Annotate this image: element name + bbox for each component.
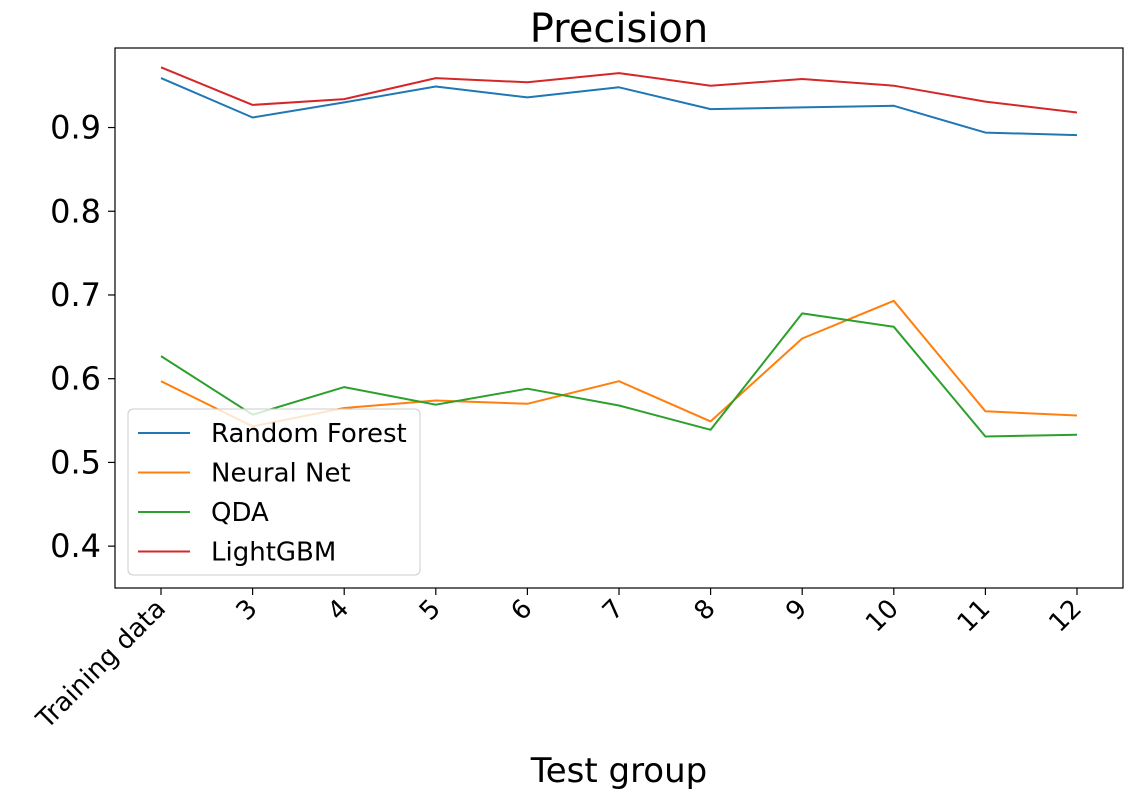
series-line-neural-net <box>160 299 1078 428</box>
x-tick-label: 8 <box>689 594 722 627</box>
series-line-qda <box>160 312 1078 438</box>
x-tick-label: Training data <box>30 594 172 736</box>
x-tick-label: 11 <box>952 594 997 639</box>
y-tick-label: 0.6 <box>50 360 101 398</box>
legend-label: Random Forest <box>211 419 407 449</box>
series-line-random-forest <box>160 77 1078 137</box>
y-tick-label: 0.7 <box>50 276 101 314</box>
x-tick-label: 7 <box>597 594 630 627</box>
series-line-lightgbm <box>160 66 1078 114</box>
legend-label: LightGBM <box>211 538 336 568</box>
y-tick-label: 0.4 <box>50 527 101 565</box>
legend-label: QDA <box>211 498 269 528</box>
x-axis-label: Test group <box>530 751 708 791</box>
x-tick-label: 12 <box>1043 594 1088 639</box>
x-tick-label: 4 <box>322 594 355 627</box>
plot-area <box>160 66 1078 438</box>
legend-box <box>127 408 421 576</box>
y-tick-label: 0.5 <box>50 443 101 481</box>
x-tick-label: 10 <box>860 594 905 639</box>
y-tick-label: 0.9 <box>50 109 101 147</box>
x-axis: Training data 3 4 5 6 7 8 9 10 11 12 <box>30 588 1088 735</box>
x-tick-label: 5 <box>414 594 447 627</box>
legend: Random Forest Neural Net QDA LightGBM <box>127 408 421 576</box>
x-tick-label: 6 <box>505 594 538 627</box>
legend-label: Neural Net <box>211 459 351 489</box>
y-axis: 0.4 0.5 0.6 0.7 0.8 0.9 <box>50 109 115 565</box>
x-tick-label: 9 <box>780 594 813 627</box>
y-tick-label: 0.8 <box>50 192 101 230</box>
chart-title: Precision <box>530 6 708 52</box>
x-tick-label: 3 <box>231 594 264 627</box>
